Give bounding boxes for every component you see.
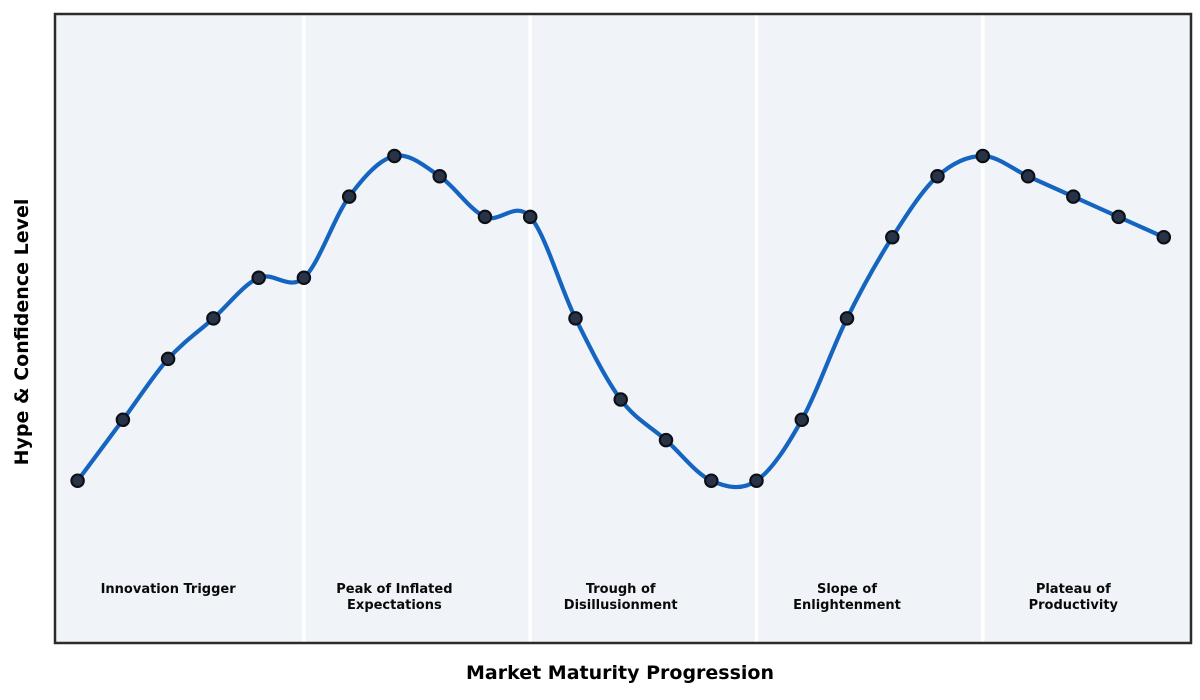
phase-label: Plateau of Productivity bbox=[1028, 582, 1119, 613]
data-point-marker bbox=[1156, 229, 1172, 245]
data-point-marker bbox=[432, 169, 447, 184]
data-point-marker bbox=[658, 432, 674, 448]
phase-label: Slope of Enlightenment bbox=[793, 582, 901, 613]
data-point-marker bbox=[975, 148, 991, 164]
data-point-marker bbox=[522, 209, 538, 225]
data-point-marker bbox=[70, 473, 85, 488]
data-point-marker bbox=[115, 412, 131, 428]
data-point-marker bbox=[1066, 189, 1081, 204]
data-point-marker bbox=[930, 169, 945, 184]
data-point-marker bbox=[1020, 169, 1036, 184]
data-point-marker bbox=[885, 229, 900, 245]
y-axis-label: Hype & Confidence Level bbox=[11, 198, 33, 466]
data-point-marker bbox=[613, 392, 628, 407]
data-point-marker bbox=[341, 189, 357, 204]
data-point-marker bbox=[794, 412, 810, 428]
data-point-marker bbox=[749, 473, 764, 488]
data-point-marker bbox=[568, 311, 583, 326]
data-point-marker bbox=[1111, 209, 1126, 225]
data-point-marker bbox=[160, 351, 176, 367]
phase-label: Innovation Trigger bbox=[100, 582, 236, 597]
phase-label: Peak of Inflated Expectations bbox=[336, 582, 453, 613]
data-point-marker bbox=[704, 473, 719, 488]
x-axis-label: Market Maturity Progression bbox=[465, 662, 775, 684]
axes-border bbox=[53, 12, 1193, 645]
data-point-marker bbox=[839, 311, 855, 326]
data-point-marker bbox=[296, 270, 312, 286]
phase-label: Trough of Disillusionment bbox=[563, 582, 678, 613]
data-point-marker bbox=[206, 311, 221, 326]
plot-background bbox=[55, 14, 1191, 643]
data-point-marker bbox=[477, 209, 493, 225]
data-point-marker bbox=[251, 270, 266, 286]
data-point-marker bbox=[387, 148, 402, 164]
